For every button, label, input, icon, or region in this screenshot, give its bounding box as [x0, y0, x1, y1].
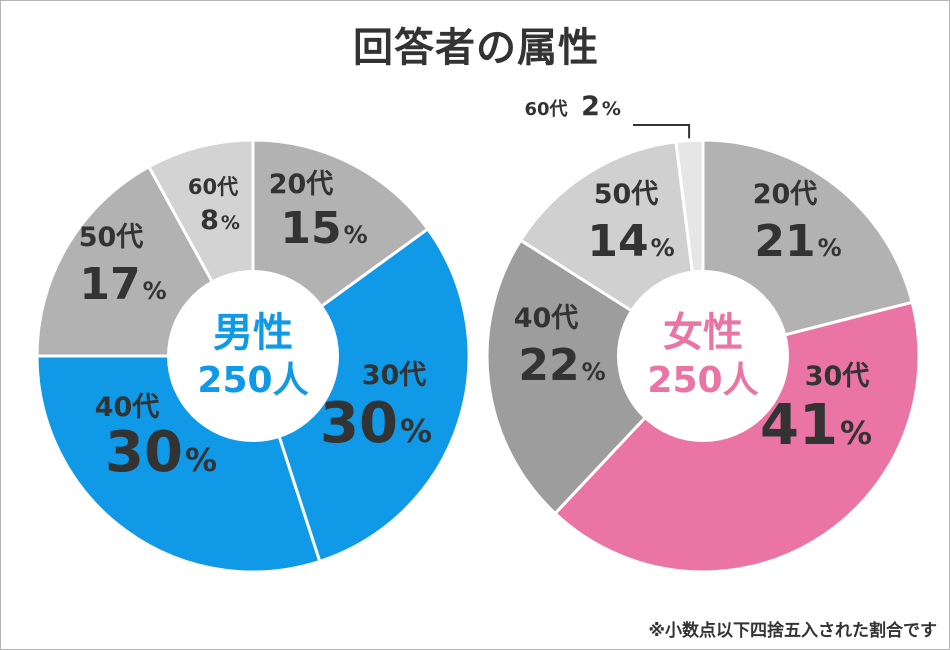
- male-slice-2-value: 30%: [105, 420, 217, 485]
- female-slice-4-value: 2%: [581, 91, 621, 122]
- female-slice-3-value: 14%: [587, 216, 674, 267]
- female-slice-0-value: 21%: [754, 216, 841, 267]
- female-slice-1-label: 30代: [805, 361, 870, 392]
- female-slice-4-callout-line: [633, 124, 691, 139]
- male-center-label: 男性: [213, 310, 293, 356]
- female-center-label: 女性: [663, 310, 743, 356]
- male-center-hole: [167, 270, 339, 442]
- female-slice-3-label: 50代: [594, 179, 659, 210]
- female-center-count: 250人: [647, 360, 758, 401]
- male-slice-0-value: 15%: [280, 203, 367, 254]
- footnote: ※小数点以下四捨五入された割合です: [648, 621, 937, 641]
- male-slice-1-value: 30%: [320, 391, 432, 456]
- male-slice-0-label: 20代: [269, 169, 334, 200]
- female-slice-2-label: 40代: [514, 303, 579, 334]
- male-slice-3-value: 17%: [79, 259, 166, 310]
- female-center-hole: [617, 270, 789, 442]
- male-slice-3-label: 50代: [79, 222, 144, 253]
- male-slice-4-label: 60代: [188, 175, 238, 199]
- male-slice-1-label: 30代: [362, 360, 427, 391]
- male-slice-2-label: 40代: [95, 392, 160, 423]
- female-slice-1: [553, 300, 921, 574]
- female-slice-0-label: 20代: [753, 179, 818, 210]
- male-slice-1: [251, 226, 471, 564]
- male-slice-4-value: 8%: [200, 205, 240, 236]
- male-center-count: 250人: [197, 360, 308, 401]
- female-slice-2-value: 22%: [518, 340, 605, 391]
- chart-title: 回答者の属性: [353, 25, 599, 71]
- female-slice-4-label: 60代: [524, 99, 567, 120]
- female-slice-2: [485, 238, 706, 516]
